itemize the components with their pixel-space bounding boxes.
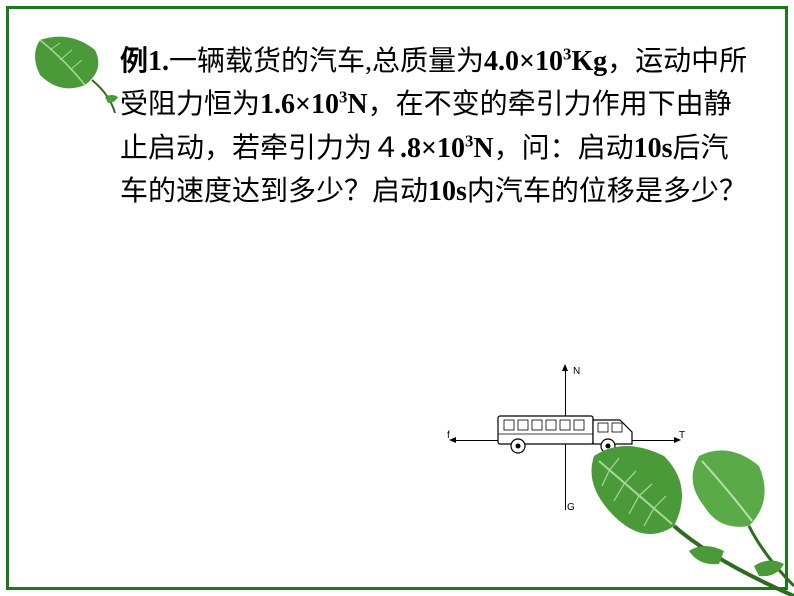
problem-label: 例1. (120, 46, 169, 77)
leaf-decoration-bottom-right (554, 416, 794, 596)
label-f: f (447, 430, 450, 441)
text-3c: 内汽车的位移是多少？ (467, 176, 747, 207)
label-n: N (573, 366, 580, 377)
text-3a: ，问：启动 (494, 133, 634, 164)
problem-text: 例1.一辆载货的汽车,总质量为4.0×103Kg，运动中所受阻力恒为1.6×10… (120, 40, 754, 214)
traction-value: .8×103N (400, 133, 494, 164)
text-1a: 一辆载货的汽车,总质量为 (169, 46, 484, 77)
time-1: 10s (634, 133, 673, 164)
mass-value: 4.0×103Kg (484, 46, 607, 77)
resist-value: 1.6×103N (260, 89, 368, 120)
time-2: 10s (428, 176, 467, 207)
leaf-decoration-top-left (20, 25, 120, 115)
